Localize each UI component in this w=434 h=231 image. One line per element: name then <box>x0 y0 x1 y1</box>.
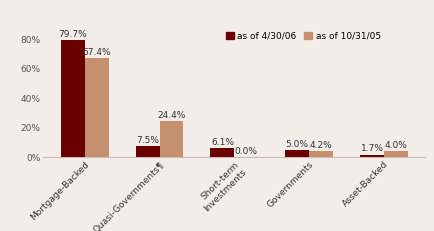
Bar <box>309 151 333 157</box>
Text: 6.1%: 6.1% <box>211 138 234 147</box>
Text: 79.7%: 79.7% <box>58 30 87 39</box>
Text: 7.5%: 7.5% <box>136 136 159 145</box>
Bar <box>61 40 85 157</box>
Bar <box>160 121 184 157</box>
Text: 1.7%: 1.7% <box>361 144 384 153</box>
Text: 67.4%: 67.4% <box>82 48 111 57</box>
Text: 4.0%: 4.0% <box>385 141 408 150</box>
Bar <box>360 155 384 157</box>
Text: 0.0%: 0.0% <box>235 147 258 156</box>
Legend: as of 4/30/06, as of 10/31/05: as of 4/30/06, as of 10/31/05 <box>224 30 382 42</box>
Text: 4.2%: 4.2% <box>310 141 332 150</box>
Bar <box>135 146 160 157</box>
Bar <box>285 150 309 157</box>
Text: 5.0%: 5.0% <box>286 140 309 149</box>
Bar <box>210 148 234 157</box>
Bar <box>85 58 108 157</box>
Text: 24.4%: 24.4% <box>157 111 186 120</box>
Bar <box>384 151 408 157</box>
